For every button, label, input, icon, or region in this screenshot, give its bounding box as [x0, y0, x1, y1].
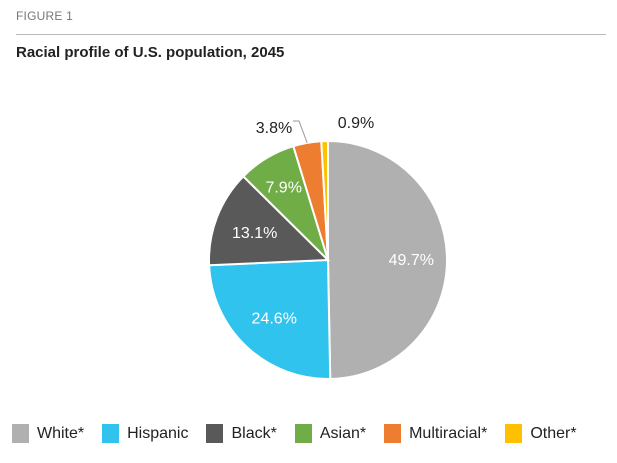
legend-swatch [294, 424, 312, 443]
data-label: 3.8% [256, 120, 292, 137]
pie-slice-black [208, 174, 331, 267]
legend-item: Black* [206, 424, 277, 443]
pie-slice-other [320, 139, 329, 261]
pie-slice-hispanic [208, 258, 332, 380]
legend-item: Other* [505, 424, 577, 443]
data-label: 0.9% [338, 115, 374, 132]
legend-item: Asian* [294, 424, 367, 443]
legend-label: White* [37, 424, 85, 442]
legend-label: Asian* [319, 424, 367, 442]
legend: White* Hispanic Black* Asian* Multiracial* Ot… [12, 424, 595, 443]
legend-swatch [102, 424, 120, 443]
legend-label: Black* [231, 424, 277, 442]
legend-label: Hispanic [127, 424, 189, 442]
legend-item: White* [12, 424, 84, 443]
legend-item: Multiracial* [384, 424, 487, 443]
legend-swatch [505, 424, 523, 443]
legend-swatch [206, 424, 224, 443]
legend-label: Multiracial* [409, 424, 488, 442]
legend-swatch [12, 424, 29, 443]
data-label: 24.6% [252, 310, 297, 327]
divider [16, 34, 606, 35]
data-label: 7.9% [265, 180, 301, 197]
pie-slice-white [327, 139, 448, 380]
data-label: 49.7% [389, 252, 434, 269]
figure-label: FIGURE 1 [16, 9, 73, 23]
legend-swatch [384, 424, 402, 443]
chart-title: Racial profile of U.S. population, 2045 [16, 44, 285, 61]
legend-label: Other* [530, 424, 577, 442]
leader-line [293, 120, 308, 144]
legend-item: Hispanic [102, 424, 188, 443]
data-label: 13.1% [232, 225, 277, 242]
